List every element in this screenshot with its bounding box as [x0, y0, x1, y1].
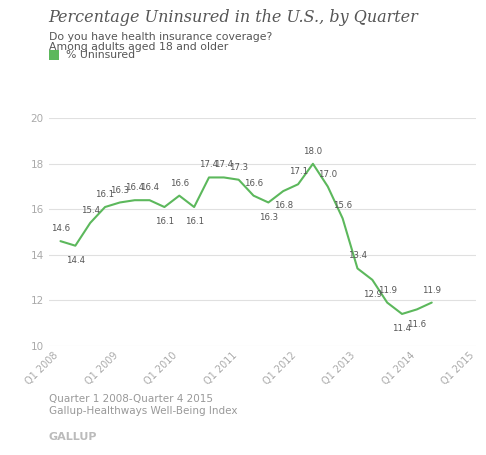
Text: Quarter 1 2008-Quarter 4 2015: Quarter 1 2008-Quarter 4 2015 — [49, 394, 212, 404]
Text: Gallup-Healthways Well-Being Index: Gallup-Healthways Well-Being Index — [49, 406, 237, 416]
Text: Percentage Uninsured in the U.S., by Quarter: Percentage Uninsured in the U.S., by Qua… — [49, 9, 418, 26]
Text: 17.1: 17.1 — [289, 167, 308, 176]
Text: 17.3: 17.3 — [229, 163, 248, 172]
Text: 16.1: 16.1 — [155, 217, 174, 226]
Text: 18.0: 18.0 — [303, 147, 323, 156]
Text: 16.6: 16.6 — [244, 179, 263, 187]
Text: % Uninsured: % Uninsured — [66, 50, 135, 60]
Text: 17.4: 17.4 — [199, 161, 219, 170]
Text: 13.4: 13.4 — [348, 252, 367, 260]
Text: 11.9: 11.9 — [378, 286, 397, 295]
Text: 14.4: 14.4 — [66, 256, 85, 265]
Text: 16.1: 16.1 — [185, 217, 204, 226]
Text: 16.6: 16.6 — [170, 179, 189, 187]
Text: 15.4: 15.4 — [81, 206, 100, 215]
Text: 16.3: 16.3 — [259, 212, 278, 222]
Text: 16.4: 16.4 — [140, 183, 159, 192]
Text: 15.6: 15.6 — [333, 202, 352, 210]
Text: 16.3: 16.3 — [110, 186, 129, 195]
Text: 11.4: 11.4 — [393, 324, 412, 333]
Text: Do you have health insurance coverage?: Do you have health insurance coverage? — [49, 32, 272, 42]
Text: 12.9: 12.9 — [363, 290, 382, 299]
Text: Among adults aged 18 and older: Among adults aged 18 and older — [49, 42, 228, 52]
Text: 16.8: 16.8 — [274, 201, 293, 210]
Text: 16.1: 16.1 — [95, 190, 115, 199]
Text: 16.4: 16.4 — [125, 183, 144, 192]
Text: 11.9: 11.9 — [422, 286, 441, 295]
Text: GALLUP: GALLUP — [49, 432, 97, 442]
Text: 14.6: 14.6 — [51, 224, 70, 233]
Text: 11.6: 11.6 — [407, 319, 426, 329]
Text: 17.4: 17.4 — [214, 161, 233, 170]
Text: 17.0: 17.0 — [318, 170, 337, 178]
